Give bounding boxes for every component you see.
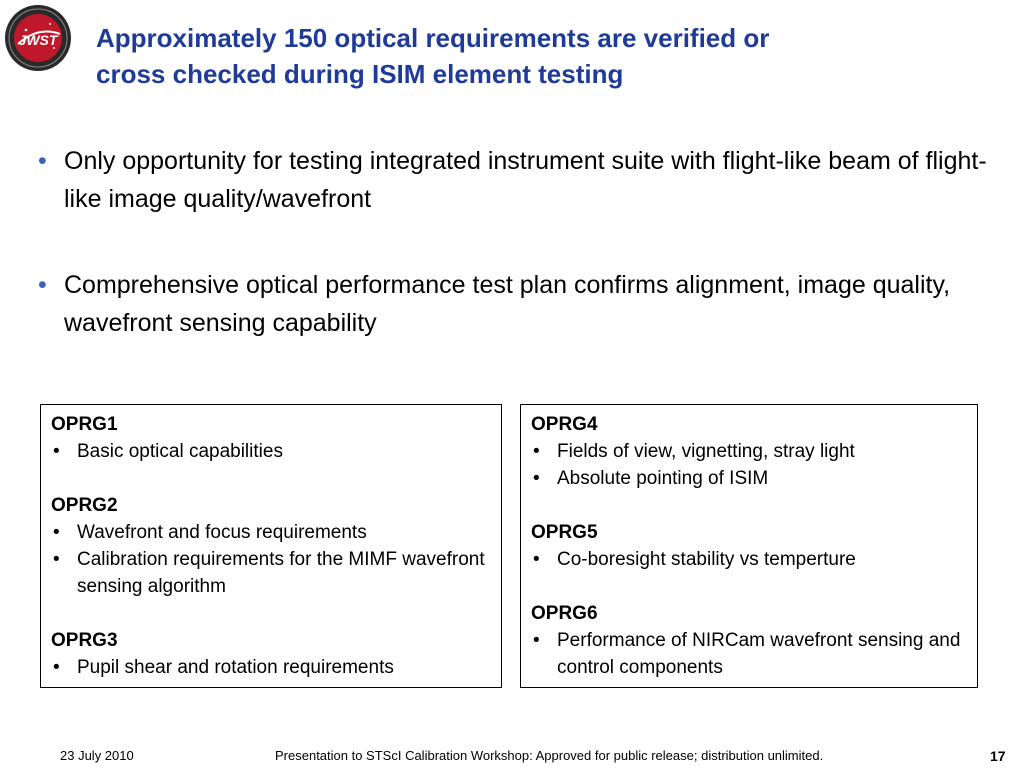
list-item: • Calibration requirements for the MIMF … xyxy=(51,546,491,600)
requirement-group: OPRG4 • Fields of view, vignetting, stra… xyxy=(531,411,967,492)
list-item-text: Co-boresight stability vs temperture xyxy=(557,549,856,570)
bullet-dot-icon: • xyxy=(53,522,60,543)
group-title: OPRG5 xyxy=(531,522,598,543)
footer-note: Presentation to STScI Calibration Worksh… xyxy=(275,748,824,763)
bullet-dot-icon: • xyxy=(38,271,47,299)
group-title: OPRG6 xyxy=(531,603,598,624)
list-item-text: Basic optical capabilities xyxy=(77,441,283,462)
list-item: • Co-boresight stability vs temperture xyxy=(531,546,967,573)
list-item: • Fields of view, vignetting, stray ligh… xyxy=(531,438,967,465)
bullet-dot-icon: • xyxy=(533,468,540,489)
list-item: • Wavefront and focus requirements xyxy=(51,519,491,546)
list-item-text: Wavefront and focus requirements xyxy=(77,522,367,543)
jwst-logo-icon: JWST xyxy=(5,5,71,71)
jwst-logo: JWST xyxy=(4,4,72,72)
main-bullet: • Only opportunity for testing integrate… xyxy=(38,142,998,218)
title-line-1: Approximately 150 optical requirements a… xyxy=(96,23,770,53)
bullet-dot-icon: • xyxy=(38,147,47,175)
footer-date: 23 July 2010 xyxy=(60,748,134,763)
bullet-dot-icon: • xyxy=(53,441,60,462)
main-bullet-list: • Only opportunity for testing integrate… xyxy=(38,142,998,390)
group-title: OPRG1 xyxy=(51,414,118,435)
bullet-dot-icon: • xyxy=(533,549,540,570)
logo-text: JWST xyxy=(19,32,59,48)
bullet-dot-icon: • xyxy=(53,549,60,570)
requirements-box-left: OPRG1 • Basic optical capabilities OPRG2… xyxy=(40,404,502,688)
list-item: • Absolute pointing of ISIM xyxy=(531,465,967,492)
main-bullet: • Comprehensive optical performance test… xyxy=(38,266,998,342)
list-item-text: Fields of view, vignetting, stray light xyxy=(557,441,855,462)
list-item: • Basic optical capabilities xyxy=(51,438,491,465)
requirement-group: OPRG2 • Wavefront and focus requirements… xyxy=(51,492,491,600)
list-item: • Pupil shear and rotation requirements xyxy=(51,654,491,681)
requirement-group: OPRG6 • Performance of NIRCam wavefront … xyxy=(531,600,967,681)
bullet-dot-icon: • xyxy=(533,630,540,651)
group-title: OPRG3 xyxy=(51,630,118,651)
list-item-text: Calibration requirements for the MIMF wa… xyxy=(77,549,485,597)
list-item-text: Pupil shear and rotation requirements xyxy=(77,657,394,678)
list-item-text: Performance of NIRCam wavefront sensing … xyxy=(557,630,961,678)
main-bullet-text: Comprehensive optical performance test p… xyxy=(64,271,951,337)
group-title: OPRG2 xyxy=(51,495,118,516)
list-item: • Performance of NIRCam wavefront sensin… xyxy=(531,627,967,681)
title-line-2: cross checked during ISIM element testin… xyxy=(96,59,624,89)
bullet-dot-icon: • xyxy=(533,441,540,462)
group-title: OPRG4 xyxy=(531,414,598,435)
list-item-text: Absolute pointing of ISIM xyxy=(557,468,769,489)
requirements-box-right: OPRG4 • Fields of view, vignetting, stra… xyxy=(520,404,978,688)
requirement-group: OPRG3 • Pupil shear and rotation require… xyxy=(51,627,491,681)
requirement-group: OPRG5 • Co-boresight stability vs temper… xyxy=(531,519,967,573)
slide-title: Approximately 150 optical requirements a… xyxy=(96,20,996,92)
page-number: 17 xyxy=(990,748,1006,764)
bullet-dot-icon: • xyxy=(53,657,60,678)
main-bullet-text: Only opportunity for testing integrated … xyxy=(64,147,987,213)
requirement-group: OPRG1 • Basic optical capabilities xyxy=(51,411,491,465)
